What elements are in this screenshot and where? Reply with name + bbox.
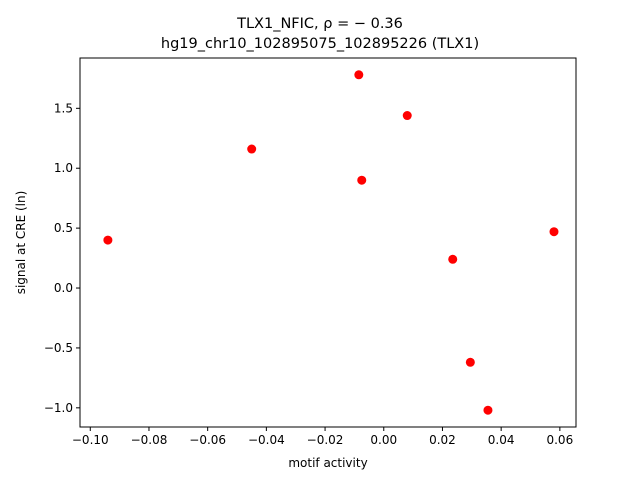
- x-tick-label: 0.00: [370, 433, 397, 447]
- plot-frame: [79, 57, 577, 428]
- x-tick-label: −0.06: [189, 433, 226, 447]
- chart-title-line1: TLX1_NFIC, ρ = − 0.36: [236, 16, 403, 32]
- data-point: [247, 144, 257, 154]
- data-point: [465, 357, 475, 367]
- data-point: [549, 227, 559, 237]
- y-tick-label: −0.5: [44, 341, 73, 355]
- y-axis-label: signal at CRE (ln): [14, 191, 28, 295]
- y-tick-label: 0.0: [54, 281, 73, 295]
- y-axis-ticks: −1.0 −0.5 0.0 0.5 1.0 1.5: [44, 101, 80, 415]
- data-point: [103, 235, 113, 245]
- y-tick-label: 1.5: [54, 101, 73, 115]
- data-points: [103, 70, 559, 415]
- x-tick-label: −0.10: [72, 433, 109, 447]
- x-tick-label: 0.04: [488, 433, 515, 447]
- y-tick-label: 1.0: [54, 161, 73, 175]
- data-point: [354, 70, 364, 80]
- x-tick-label: 0.06: [546, 433, 573, 447]
- x-tick-label: −0.08: [131, 433, 168, 447]
- data-point: [357, 175, 367, 185]
- data-point: [448, 254, 458, 264]
- x-tick-label: −0.02: [307, 433, 344, 447]
- y-tick-label: −1.0: [44, 401, 73, 415]
- plot-area: [80, 58, 576, 427]
- x-tick-label: 0.02: [429, 433, 456, 447]
- data-point: [483, 405, 493, 415]
- data-point: [402, 111, 412, 121]
- y-tick-label: 0.5: [54, 221, 73, 235]
- x-axis-label: motif activity: [288, 456, 367, 470]
- chart-title-line2: hg19_chr10_102895075_102895226 (TLX1): [161, 36, 479, 52]
- x-tick-label: −0.04: [248, 433, 285, 447]
- x-axis-ticks: −0.10 −0.08 −0.06 −0.04 −0.02 0.00 0.02 0.04 0.0…: [72, 427, 573, 447]
